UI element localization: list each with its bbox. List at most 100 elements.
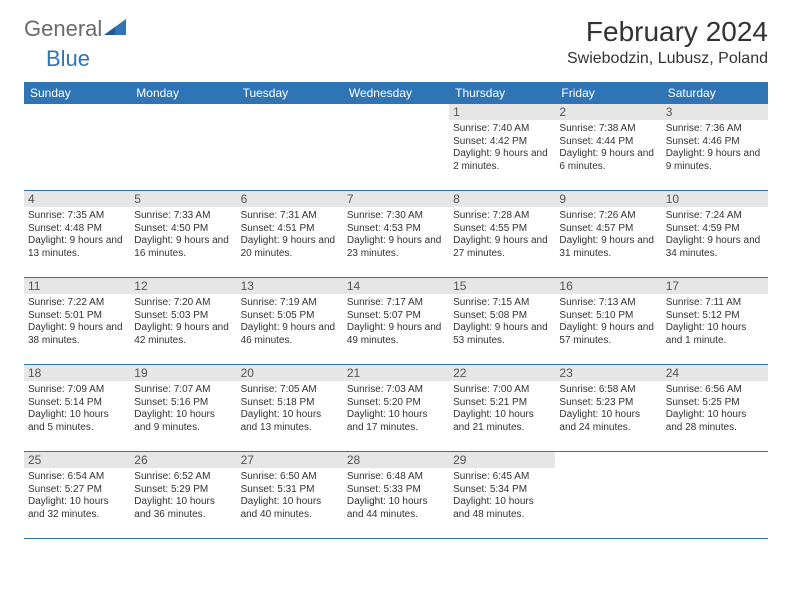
day-number: 19 [130,365,236,381]
calendar-day-cell: 25 Sunrise: 6:54 AMSunset: 5:27 PMDayligh… [24,452,130,538]
day-info: Sunrise: 7:17 AMSunset: 5:07 PMDaylight:… [347,297,445,347]
weekday-header-cell: Wednesday [343,82,449,104]
day-info: Sunrise: 7:26 AMSunset: 4:57 PMDaylight:… [559,210,657,260]
day-number: 17 [662,278,768,294]
day-number: 4 [24,191,130,207]
calendar-week-row: 11 Sunrise: 7:22 AMSunset: 5:01 PMDayligh… [24,278,768,365]
day-info: Sunrise: 7:30 AMSunset: 4:53 PMDaylight:… [347,210,445,260]
day-info: Sunrise: 7:20 AMSunset: 5:03 PMDaylight:… [134,297,232,347]
day-number: 25 [24,452,130,468]
day-info: Sunrise: 6:56 AMSunset: 5:25 PMDaylight:… [666,384,764,434]
calendar-weeks: 1Sunrise: 7:40 AMSunset: 4:42 PMDaylight… [24,104,768,539]
day-number: 2 [555,104,661,120]
day-info: Sunrise: 6:58 AMSunset: 5:23 PMDaylight:… [559,384,657,434]
day-number: 22 [449,365,555,381]
calendar-day-cell: 9 Sunrise: 7:26 AMSunset: 4:57 PMDaylight… [555,191,661,277]
day-number: 20 [237,365,343,381]
day-info: Sunrise: 7:22 AMSunset: 5:01 PMDaylight:… [28,297,126,347]
calendar-day-cell: 1Sunrise: 7:40 AMSunset: 4:42 PMDaylight… [449,104,555,190]
calendar-day-cell: 22 Sunrise: 7:00 AMSunset: 5:21 PMDayligh… [449,365,555,451]
day-number: 7 [343,191,449,207]
calendar-weekday-header: SundayMondayTuesdayWednesdayThursdayFrid… [24,82,768,104]
day-info: Sunrise: 7:13 AMSunset: 5:10 PMDaylight:… [559,297,657,347]
calendar-day-cell: 15 Sunrise: 7:15 AMSunset: 5:08 PMDayligh… [449,278,555,364]
title-block: February 2024 Swiebodzin, Lubusz, Poland [567,16,768,68]
weekday-header-cell: Friday [555,82,661,104]
calendar-day-cell [237,104,343,190]
day-number: 29 [449,452,555,468]
calendar-day-cell: 8 Sunrise: 7:28 AMSunset: 4:55 PMDaylight… [449,191,555,277]
calendar-day-cell: 10 Sunrise: 7:24 AMSunset: 4:59 PMDayligh… [662,191,768,277]
calendar-day-cell: 14Sunrise: 7:17 AMSunset: 5:07 PMDayligh… [343,278,449,364]
calendar-day-cell: 17 Sunrise: 7:11 AMSunset: 5:12 PMDayligh… [662,278,768,364]
day-info: Sunrise: 7:28 AMSunset: 4:55 PMDaylight:… [453,210,551,260]
day-number: 6 [237,191,343,207]
calendar-week-row: 18Sunrise: 7:09 AMSunset: 5:14 PMDayligh… [24,365,768,452]
calendar-day-cell: 28 Sunrise: 6:48 AMSunset: 5:33 PMDayligh… [343,452,449,538]
calendar-day-cell [555,452,661,538]
weekday-header-cell: Sunday [24,82,130,104]
calendar-day-cell: 27 Sunrise: 6:50 AMSunset: 5:31 PMDayligh… [237,452,343,538]
calendar-day-cell: 2Sunrise: 7:38 AMSunset: 4:44 PMDaylight… [555,104,661,190]
calendar-week-row: 25 Sunrise: 6:54 AMSunset: 5:27 PMDayligh… [24,452,768,539]
calendar-day-cell: 7 Sunrise: 7:30 AMSunset: 4:53 PMDaylight… [343,191,449,277]
calendar-day-cell [24,104,130,190]
day-number: 3 [662,104,768,120]
calendar-day-cell: 13Sunrise: 7:19 AMSunset: 5:05 PMDayligh… [237,278,343,364]
day-info: Sunrise: 7:33 AMSunset: 4:50 PMDaylight:… [134,210,232,260]
brand-logo: General [24,16,128,42]
day-info: Sunrise: 7:05 AMSunset: 5:18 PMDaylight:… [241,384,339,434]
calendar-day-cell: 6 Sunrise: 7:31 AMSunset: 4:51 PMDaylight… [237,191,343,277]
day-number: 23 [555,365,661,381]
calendar-day-cell: 21Sunrise: 7:03 AMSunset: 5:20 PMDayligh… [343,365,449,451]
calendar-page: General February 2024 Swiebodzin, Lubusz… [0,0,792,555]
calendar-day-cell: 18Sunrise: 7:09 AMSunset: 5:14 PMDayligh… [24,365,130,451]
calendar-day-cell: 23 Sunrise: 6:58 AMSunset: 5:23 PMDayligh… [555,365,661,451]
calendar-day-cell [130,104,236,190]
day-info: Sunrise: 7:00 AMSunset: 5:21 PMDaylight:… [453,384,551,434]
day-number: 15 [449,278,555,294]
calendar-grid: SundayMondayTuesdayWednesdayThursdayFrid… [24,82,768,539]
day-info: Sunrise: 7:15 AMSunset: 5:08 PMDaylight:… [453,297,551,347]
day-info: Sunrise: 7:36 AMSunset: 4:46 PMDaylight:… [666,123,764,173]
day-number: 28 [343,452,449,468]
day-info: Sunrise: 7:31 AMSunset: 4:51 PMDaylight:… [241,210,339,260]
calendar-week-row: 4 Sunrise: 7:35 AMSunset: 4:48 PMDaylight… [24,191,768,278]
calendar-day-cell: 26 Sunrise: 6:52 AMSunset: 5:29 PMDayligh… [130,452,236,538]
calendar-day-cell: 29Sunrise: 6:45 AMSunset: 5:34 PMDayligh… [449,452,555,538]
day-number: 26 [130,452,236,468]
brand-triangle-icon [104,19,126,40]
day-number: 18 [24,365,130,381]
brand-name-1: General [24,16,102,42]
day-info: Sunrise: 7:07 AMSunset: 5:16 PMDaylight:… [134,384,232,434]
day-info: Sunrise: 6:52 AMSunset: 5:29 PMDaylight:… [134,471,232,521]
day-info: Sunrise: 7:24 AMSunset: 4:59 PMDaylight:… [666,210,764,260]
day-info: Sunrise: 6:48 AMSunset: 5:33 PMDaylight:… [347,471,445,521]
weekday-header-cell: Saturday [662,82,768,104]
day-number: 9 [555,191,661,207]
day-info: Sunrise: 7:40 AMSunset: 4:42 PMDaylight:… [453,123,551,173]
month-title: February 2024 [567,16,768,48]
day-number: 8 [449,191,555,207]
day-number: 12 [130,278,236,294]
day-number: 10 [662,191,768,207]
calendar-week-row: 1Sunrise: 7:40 AMSunset: 4:42 PMDaylight… [24,104,768,191]
day-info: Sunrise: 7:03 AMSunset: 5:20 PMDaylight:… [347,384,445,434]
weekday-header-cell: Tuesday [237,82,343,104]
day-info: Sunrise: 7:35 AMSunset: 4:48 PMDaylight:… [28,210,126,260]
location-label: Swiebodzin, Lubusz, Poland [567,50,768,68]
day-info: Sunrise: 6:50 AMSunset: 5:31 PMDaylight:… [241,471,339,521]
day-number: 27 [237,452,343,468]
calendar-day-cell: 16Sunrise: 7:13 AMSunset: 5:10 PMDayligh… [555,278,661,364]
day-number: 11 [24,278,130,294]
calendar-day-cell: 11 Sunrise: 7:22 AMSunset: 5:01 PMDayligh… [24,278,130,364]
day-number: 24 [662,365,768,381]
calendar-day-cell: 3 Sunrise: 7:36 AMSunset: 4:46 PMDaylight… [662,104,768,190]
day-info: Sunrise: 7:11 AMSunset: 5:12 PMDaylight:… [666,297,764,347]
brand-name-2: Blue [46,46,90,72]
calendar-day-cell: 20 Sunrise: 7:05 AMSunset: 5:18 PMDayligh… [237,365,343,451]
calendar-day-cell: 4 Sunrise: 7:35 AMSunset: 4:48 PMDaylight… [24,191,130,277]
weekday-header-cell: Thursday [449,82,555,104]
day-info: Sunrise: 6:54 AMSunset: 5:27 PMDaylight:… [28,471,126,521]
day-number: 5 [130,191,236,207]
